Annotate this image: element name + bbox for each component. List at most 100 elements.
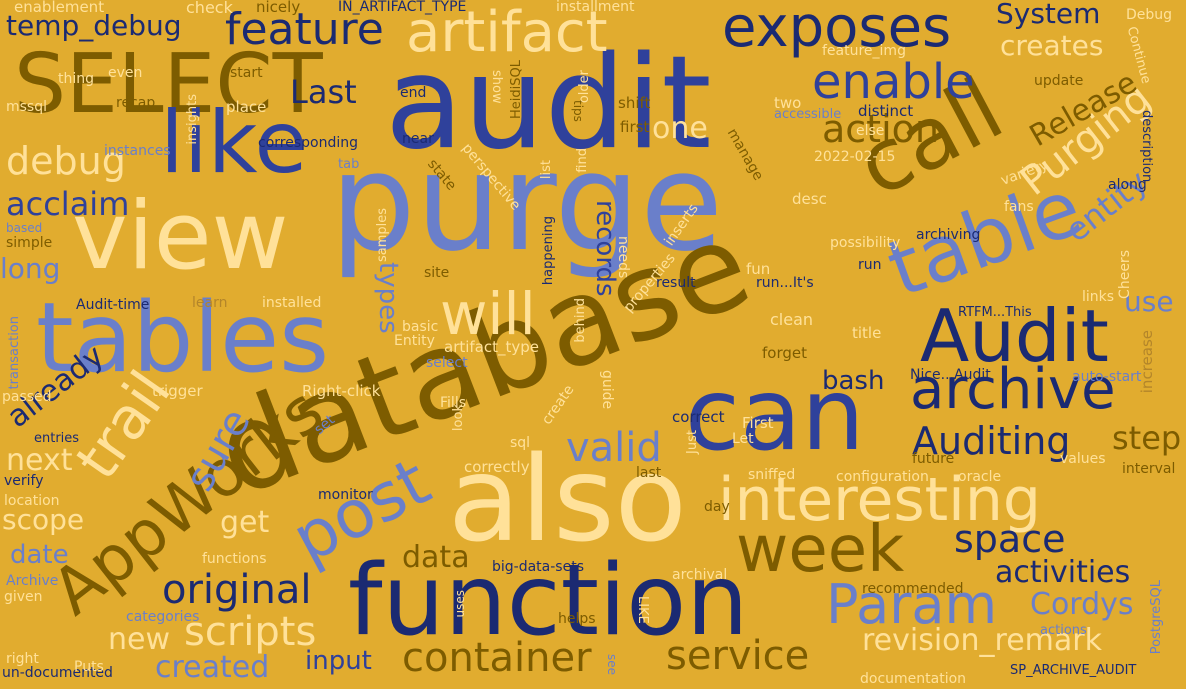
word-manage: manage — [723, 125, 767, 184]
word-samples: samples — [375, 208, 390, 263]
word-accessible: accessible — [774, 107, 842, 122]
word-site: site — [424, 265, 450, 281]
word-sql: sql — [510, 435, 531, 451]
word-installment: installment — [556, 0, 635, 15]
word-sniffed: sniffed — [748, 467, 796, 483]
word-postgresql: PostgreSQL — [1149, 580, 1164, 655]
word-last-lower: last — [636, 465, 662, 481]
word-original: original — [162, 567, 312, 613]
word-week: week — [736, 513, 905, 587]
word-helps: helps — [558, 611, 596, 627]
word-categories: categories — [126, 609, 200, 625]
word-date: date — [10, 540, 69, 570]
word-correctly: correctly — [464, 458, 530, 476]
word-param: Param — [826, 573, 998, 636]
word-revision-remark: revision_remark — [862, 623, 1102, 658]
word-input: input — [305, 646, 372, 676]
word-step: step — [1112, 419, 1182, 457]
word-function: function — [348, 544, 749, 658]
word-passed: passed — [2, 389, 52, 405]
word-links: links — [1082, 289, 1115, 305]
word-heidisql: HeidiSQL — [509, 60, 524, 119]
word-check: check — [186, 0, 233, 17]
word-records: records — [590, 200, 620, 297]
word-instances: instances — [104, 143, 171, 159]
word-acclaim: acclaim — [6, 185, 130, 223]
word-use: use — [1124, 285, 1174, 318]
word-sp-archive-audit: SP_ARCHIVE_AUDIT — [1010, 663, 1137, 678]
word-last: Last — [290, 73, 357, 111]
word-audit-time: Audit-time — [76, 297, 150, 313]
word-entries: entries — [34, 431, 80, 446]
word-tables: tables — [36, 282, 330, 394]
word-debug-cap: Debug — [1126, 7, 1173, 23]
word-just: Just — [685, 430, 700, 454]
word-insights: insights — [185, 94, 200, 145]
word-documentation: documentation — [860, 671, 967, 687]
word-simple: simple — [6, 235, 53, 251]
word-happening: happening — [541, 216, 556, 286]
word-purge: purge — [330, 124, 724, 281]
word-in-artifact-type: IN_ARTIFACT_TYPE — [338, 0, 467, 15]
word-forget: forget — [762, 344, 807, 362]
word-run-its: run...It's — [756, 275, 814, 291]
word-next: next — [6, 443, 73, 478]
word-else: else — [856, 123, 885, 139]
word-archive: archive — [910, 357, 1116, 422]
word-nice-audit: Nice...Audit — [910, 367, 991, 383]
word-result: result — [656, 275, 696, 291]
word-types: types — [373, 262, 403, 334]
word-artifact: artifact — [406, 0, 608, 65]
word-system: System — [996, 0, 1101, 30]
word-show: show — [489, 70, 504, 104]
word-fun: fun — [746, 260, 771, 278]
word-puts: Puts — [74, 659, 104, 675]
word-service: service — [666, 633, 810, 679]
word-artifact-type: artifact_type — [444, 338, 540, 356]
word-scope: scope — [2, 503, 85, 536]
word-un-documented: un-documented — [2, 665, 113, 681]
word-activities: activities — [995, 555, 1131, 590]
word-also: also — [448, 430, 687, 568]
word-run: run — [858, 257, 882, 273]
word-one: one — [652, 111, 708, 146]
word-date-value: 2022-02-15 — [814, 149, 896, 165]
word-along: along — [1108, 177, 1147, 193]
word-first-cap: First — [742, 414, 774, 432]
word-shift: shift — [618, 94, 651, 112]
word-increase: increase — [1138, 330, 1156, 394]
word-archive-cap: Archive — [6, 573, 59, 589]
word-bash: bash — [822, 366, 885, 396]
word-can: can — [685, 356, 865, 473]
word-find: find — [575, 148, 590, 173]
word-auto-start: auto-start — [1072, 369, 1142, 385]
word-based: based — [6, 221, 43, 235]
word-nicely: nicely — [256, 0, 301, 16]
word-scripts: scripts — [184, 609, 317, 655]
word-select: SELECT — [14, 37, 323, 132]
word-tab: tab — [338, 157, 360, 172]
word-day: day — [704, 499, 730, 515]
word-archival: archival — [672, 567, 728, 583]
word-older: older — [577, 70, 592, 104]
word-thing: thing — [58, 71, 95, 87]
word-clean: clean — [770, 310, 814, 329]
word-audit: audit — [385, 29, 712, 178]
word-entity-cap: Entity — [394, 333, 435, 349]
word-interval: interval — [1122, 461, 1176, 477]
word-interesting: interesting — [718, 465, 1041, 535]
word-space: space — [954, 517, 1066, 561]
word-temp-debug: temp_debug — [6, 9, 182, 42]
word-fans: fans — [1004, 199, 1034, 215]
word-installed: installed — [262, 295, 322, 311]
word-possibility: possibility — [830, 235, 901, 251]
word-will: will — [440, 280, 536, 348]
word-verify: verify — [4, 473, 44, 489]
word-action: action — [822, 107, 939, 151]
word-archiving: archiving — [916, 227, 981, 243]
word-mssql: mssql — [6, 99, 48, 115]
word-cordys: Cordys — [1030, 587, 1134, 622]
word-future: future — [912, 451, 955, 467]
word-learn: learn — [192, 295, 228, 311]
word-correct: correct — [672, 408, 725, 426]
